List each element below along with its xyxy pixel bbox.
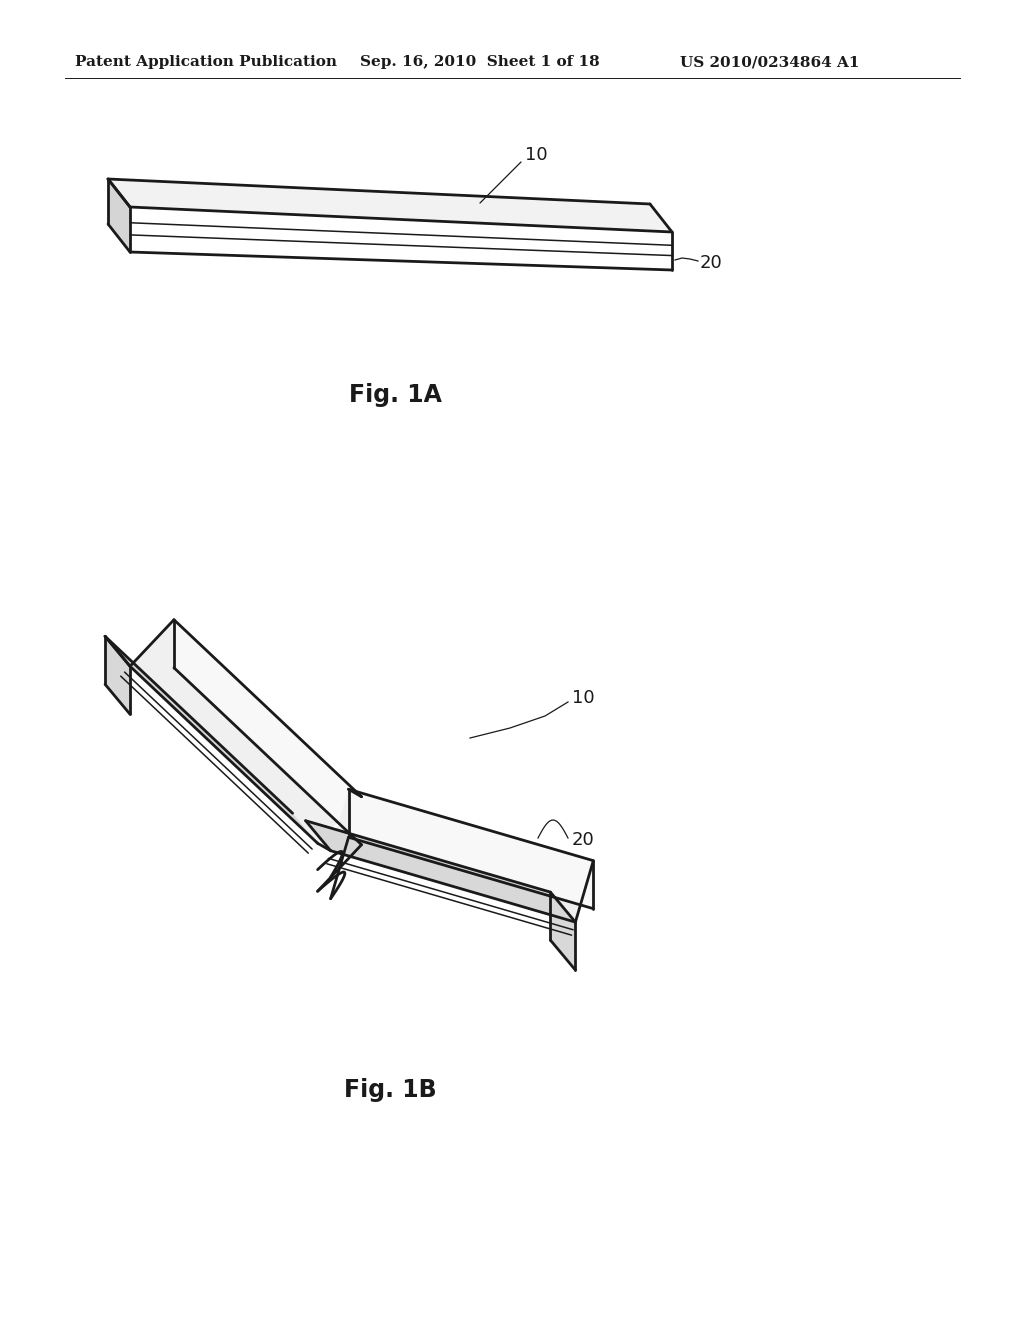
Polygon shape [108,180,130,252]
Text: Patent Application Publication: Patent Application Publication [75,55,337,69]
Polygon shape [105,636,317,843]
Polygon shape [174,619,361,845]
Polygon shape [130,619,361,843]
Polygon shape [105,636,130,714]
Text: Sep. 16, 2010  Sheet 1 of 18: Sep. 16, 2010 Sheet 1 of 18 [360,55,600,69]
Text: 20: 20 [700,253,723,272]
Polygon shape [348,789,593,908]
Text: 20: 20 [572,832,595,849]
Polygon shape [305,821,575,923]
Polygon shape [331,789,593,923]
Polygon shape [108,180,672,232]
Text: 10: 10 [525,147,548,164]
Text: Fig. 1A: Fig. 1A [348,383,441,407]
Text: Fig. 1B: Fig. 1B [344,1078,436,1102]
Text: 10: 10 [572,689,595,708]
Text: US 2010/0234864 A1: US 2010/0234864 A1 [680,55,859,69]
Polygon shape [551,892,575,970]
Polygon shape [130,207,672,271]
